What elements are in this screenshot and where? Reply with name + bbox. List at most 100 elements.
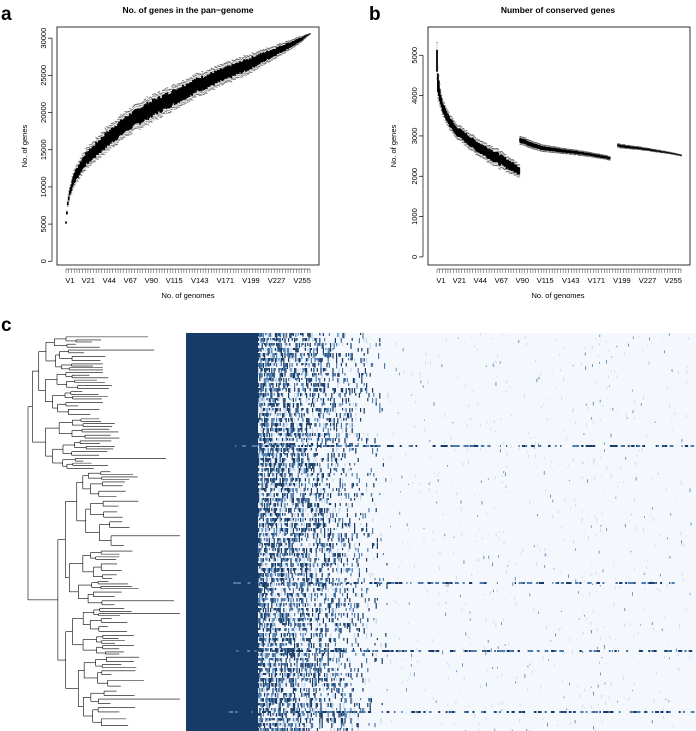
box-b (472, 135, 475, 151)
box-a (89, 145, 92, 166)
heatmap-column (387, 393, 389, 399)
box-a (139, 105, 142, 130)
box-a (117, 118, 120, 143)
box-a (149, 96, 152, 122)
box-a (212, 68, 215, 90)
box-b (483, 142, 486, 159)
box-a (268, 48, 271, 62)
box-b (486, 145, 489, 162)
box-a (118, 116, 121, 141)
plot-frame-a (56, 26, 320, 266)
box-a (91, 142, 94, 163)
boxes-a (65, 33, 311, 224)
x-tick-label-b: V90 (516, 276, 529, 285)
box-a (177, 83, 180, 107)
box-a (253, 54, 256, 72)
x-tick-label-b: V67 (495, 276, 508, 285)
box-a (192, 75, 195, 98)
y-tick-label-a: 20000 (39, 102, 48, 123)
y-axis-label-a: No. of genes (20, 124, 29, 167)
y-tick-label-b: 1000 (410, 208, 419, 225)
axes-a: 0 5000 10000 15000 20000 25000 30000 V1 V21 V44 V6… (39, 28, 311, 285)
box-a (251, 52, 254, 70)
box-b (488, 145, 491, 162)
x-axis-label-a: No. of genomes (162, 291, 215, 300)
y-tick-label-b: 0 (410, 255, 419, 259)
box-a (163, 89, 166, 114)
x-tick-label-b: V171 (588, 276, 606, 285)
box-a (81, 154, 84, 173)
box-a (210, 67, 213, 89)
box-b (451, 118, 454, 133)
box-a (222, 64, 225, 85)
y-tick-label-b: 2000 (410, 168, 419, 185)
box-a (242, 57, 245, 76)
y-tick-label-a: 25000 (39, 65, 48, 86)
box-a (105, 129, 108, 153)
box-a (120, 116, 123, 140)
box-a (144, 98, 147, 124)
x-tick-label-a: V171 (217, 276, 235, 285)
box-a (111, 122, 114, 146)
x-tick-label-b: V44 (474, 276, 487, 285)
box-a (156, 95, 159, 120)
conserved-genes-plot: Number of conserved genes No. of genes N… (389, 5, 691, 300)
y-tick-label-a: 15000 (39, 139, 48, 160)
box-a (65, 221, 67, 224)
box-b (466, 131, 469, 147)
box-a (73, 170, 76, 187)
box-a (158, 91, 161, 116)
box-a (215, 67, 218, 88)
box-a (153, 93, 156, 119)
x-tick-label-a: V227 (268, 276, 286, 285)
box-a (265, 49, 268, 64)
box-a (141, 102, 144, 128)
box-a (67, 194, 70, 202)
box-a (225, 63, 228, 83)
box-a (112, 123, 115, 148)
box-a (271, 46, 274, 60)
panel-letter-b: b (369, 4, 381, 25)
box-a (166, 87, 169, 112)
box-b (446, 109, 449, 125)
box-b (476, 138, 479, 155)
box-a (245, 57, 248, 76)
box-a (188, 79, 191, 102)
x-tick-label-b: V143 (562, 276, 580, 285)
box-a (90, 144, 93, 165)
box-a (175, 85, 178, 109)
box-b (448, 115, 451, 130)
box-a (284, 42, 287, 53)
y-tick-label-b: 3000 (410, 128, 419, 145)
box-a (173, 86, 176, 110)
box-a (216, 65, 219, 86)
box-a (261, 50, 264, 66)
x-tick-label-a: V143 (191, 276, 209, 285)
box-a (119, 114, 122, 139)
box-b (447, 112, 450, 128)
x-tick-label-a: V21 (82, 276, 95, 285)
heatmap-core-block (186, 333, 258, 731)
y-tick-label-a: 30000 (39, 28, 48, 49)
box-a (75, 165, 78, 183)
box-b (471, 134, 474, 150)
box-a (147, 100, 150, 126)
axes-b: 0 1000 2000 3000 4000 5000 V1 V21 V44 V67 V90 V115 V… (410, 47, 682, 285)
pan-genome-plot: No. of genes in the pan−genome No. of ge… (20, 5, 320, 300)
panel-letter-a: a (1, 4, 12, 25)
x-tick-label-b: V227 (639, 276, 657, 285)
box-a (249, 54, 252, 73)
y-tick-label-a: 10000 (39, 176, 48, 197)
box-a (174, 84, 177, 108)
box-a (95, 137, 98, 159)
box-a (240, 59, 243, 78)
heatmap-column (296, 338, 298, 731)
box-a (287, 41, 290, 52)
box-b (459, 126, 462, 141)
box-a (85, 148, 88, 168)
box-a (217, 65, 220, 86)
box-b (467, 132, 470, 148)
box-a (186, 80, 189, 103)
y-tick-label-b: 4000 (410, 87, 419, 104)
box-a (209, 69, 212, 91)
